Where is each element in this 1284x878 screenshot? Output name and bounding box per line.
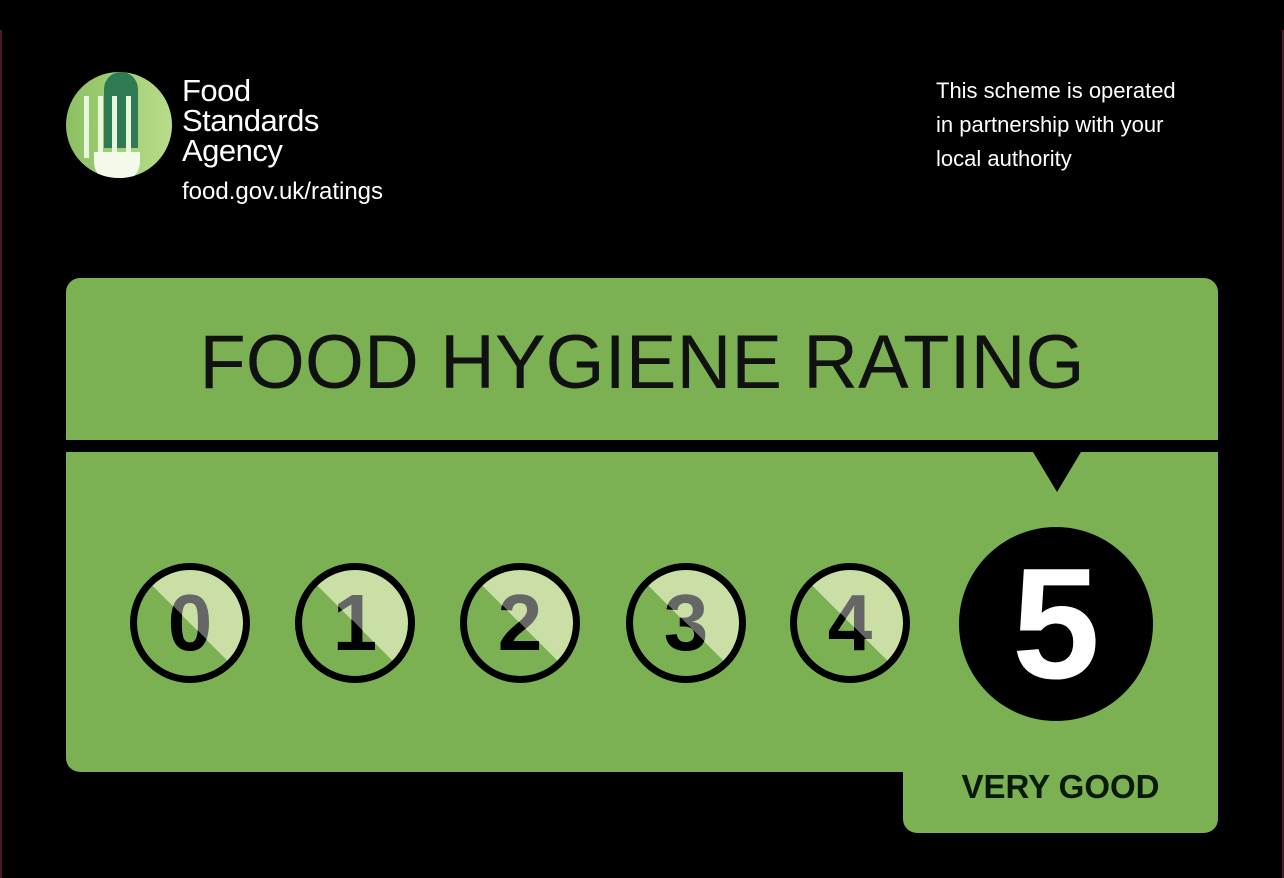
agency-name-line: Food [182, 73, 251, 108]
rating-title: FOOD HYGIENE RATING [199, 320, 1085, 405]
scheme-note-line: in partnership with your [936, 112, 1164, 137]
rating-digit: 4 [827, 578, 873, 667]
left-edge [0, 30, 2, 878]
agency-name-line: Agency [182, 133, 283, 168]
rating-digit: 2 [497, 578, 543, 667]
agency-name: Food Standards Agency [182, 73, 319, 168]
rating-digit: 3 [663, 578, 709, 667]
rating-circle-4: 4 [790, 563, 910, 683]
scheme-note: This scheme is operated in partnership w… [936, 74, 1236, 176]
rating-circle-2: 2 [460, 563, 580, 683]
verdict-panel [903, 700, 1218, 833]
rating-verdict: VERY GOOD [961, 768, 1160, 805]
rating-circle-1: 1 [295, 563, 415, 683]
rating-circle-3: 3 [626, 563, 746, 683]
agency-name-line: Standards [182, 103, 319, 138]
title-panel [66, 278, 1218, 440]
selected-rating-digit: 5 [1012, 536, 1100, 712]
fsa-fork-logo-icon [66, 72, 172, 178]
selected-pointer-icon [1033, 452, 1081, 492]
rating-digit: 0 [167, 578, 213, 667]
rating-circle-0: 0 [130, 563, 250, 683]
right-edge [1282, 30, 1284, 878]
rating-circle-selected: 5 [959, 527, 1153, 721]
rating-digit: 1 [332, 578, 378, 667]
scheme-note-line: local authority [936, 146, 1072, 171]
agency-url: food.gov.uk/ratings [182, 178, 384, 205]
scheme-note-line: This scheme is operated [936, 78, 1176, 103]
